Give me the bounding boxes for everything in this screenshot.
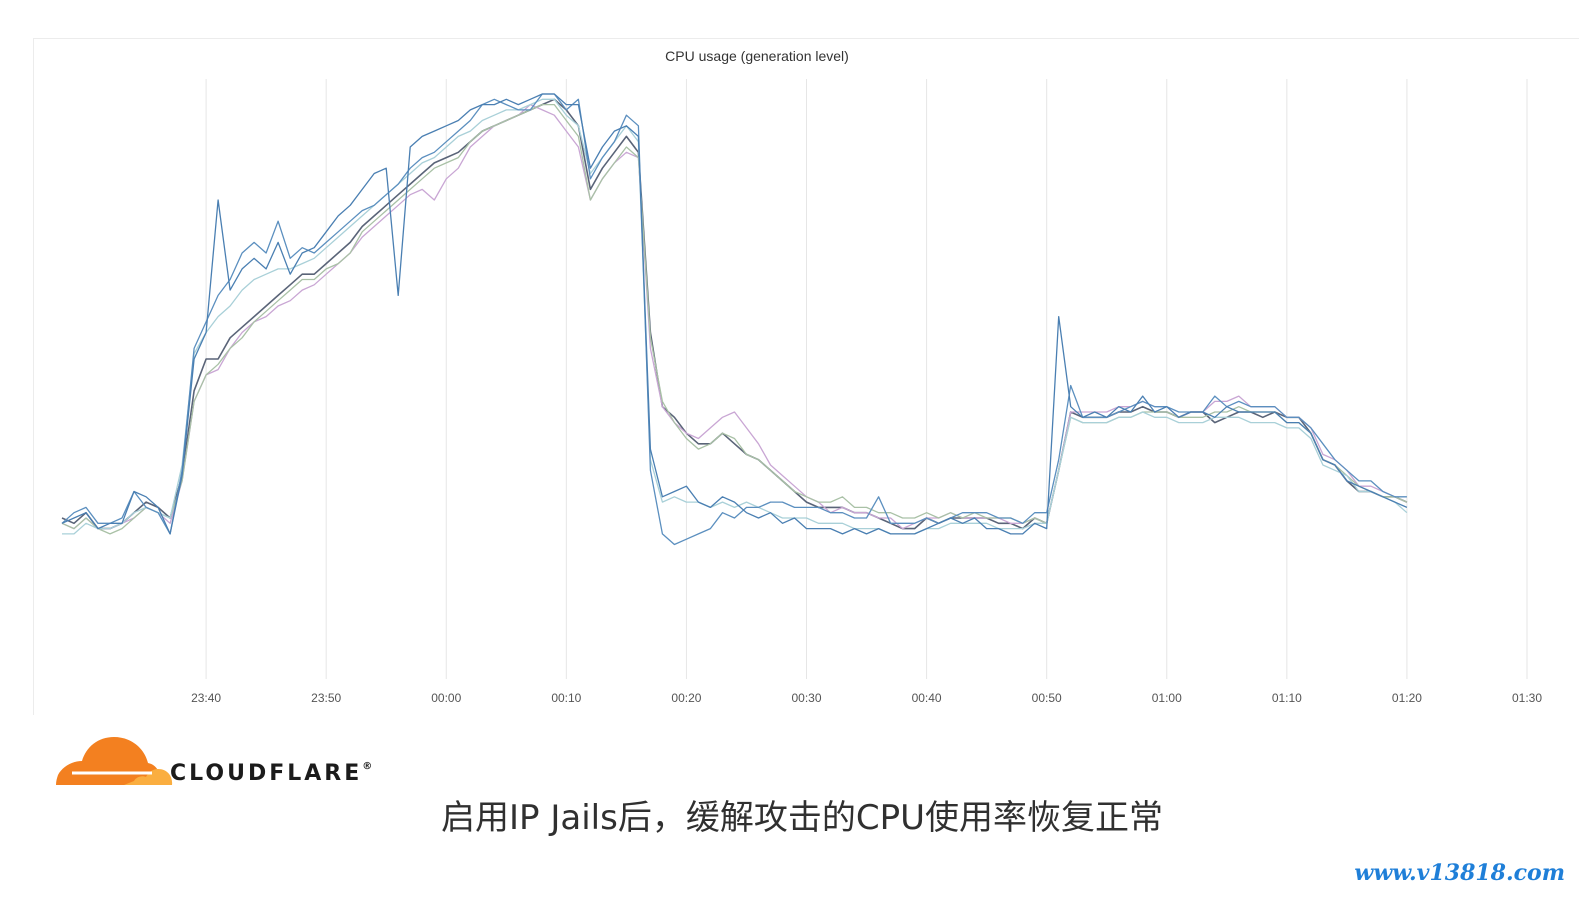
series-lines [61, 93, 1408, 546]
x-axis-ticks: 23:40 23:50 00:00 00:10 00:20 00:30 00:40 00:50… [191, 691, 1542, 705]
cloudflare-wordmark: CLOUDFLARE® [170, 761, 375, 786]
x-tick-label: 01:10 [1272, 691, 1302, 705]
x-tick-label: 00:30 [791, 691, 821, 705]
series-line-5 [61, 93, 1407, 546]
x-tick-label: 00:10 [551, 691, 581, 705]
watermark: www.v13818.com [1354, 860, 1565, 886]
x-tick-label: 23:40 [191, 691, 221, 705]
series-line-3 [61, 103, 1408, 535]
registered-mark: ® [362, 761, 376, 772]
chart-panel: CPU usage (generation level) 23:40 23:50 0… [33, 38, 1579, 715]
chart-title: CPU usage (generation level) [665, 48, 849, 64]
x-tick-label: 00:40 [912, 691, 942, 705]
x-tick-label: 00:20 [671, 691, 701, 705]
series-line-4 [62, 98, 1408, 535]
caption: 启用IP Jails后，缓解攻击的CPU使用率恢复正常 [441, 798, 1163, 838]
wordmark-text: CLOUDFLARE [170, 761, 363, 786]
x-tick-label: 01:30 [1512, 691, 1542, 705]
cloudflare-logo: CLOUDFLARE® [54, 735, 414, 791]
x-tick-label: 00:00 [431, 691, 461, 705]
series-line-6 [61, 93, 1408, 535]
cloud-icon [56, 737, 173, 785]
gridlines [205, 79, 1528, 679]
cpu-usage-chart: CPU usage (generation level) 23:40 23:50 0… [61, 48, 1542, 705]
x-tick-label: 23:50 [311, 691, 341, 705]
series-line-2 [61, 103, 1408, 530]
x-tick-label: 00:50 [1032, 691, 1062, 705]
x-tick-label: 01:20 [1392, 691, 1422, 705]
x-tick-label: 01:00 [1152, 691, 1182, 705]
